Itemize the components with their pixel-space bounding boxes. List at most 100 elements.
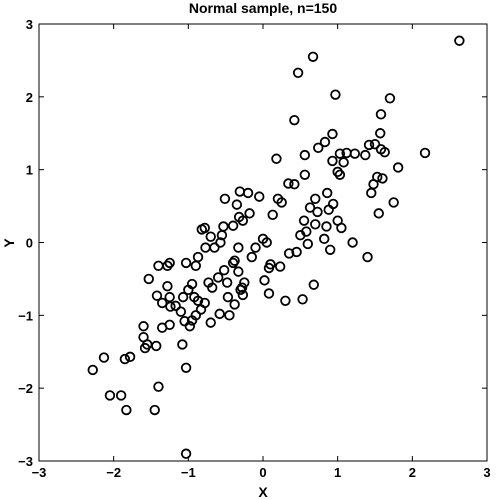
data-point xyxy=(327,155,338,167)
y-tick-label: 1 xyxy=(26,163,33,178)
data-point xyxy=(297,294,308,305)
data-point xyxy=(302,238,314,250)
data-point xyxy=(180,257,192,269)
data-point xyxy=(250,242,261,253)
data-point xyxy=(259,275,270,286)
x-tick-label: −2 xyxy=(106,465,121,480)
data-point xyxy=(212,272,224,283)
data-point xyxy=(392,162,404,173)
data-point xyxy=(227,257,239,269)
data-point xyxy=(179,315,190,327)
data-point xyxy=(139,342,151,354)
data-point xyxy=(280,295,291,306)
data-point xyxy=(237,215,249,226)
data-point xyxy=(292,67,304,78)
data-point xyxy=(231,199,243,210)
data-point xyxy=(151,340,162,352)
data-point xyxy=(205,317,216,328)
data-point xyxy=(149,404,160,416)
data-point xyxy=(308,279,319,290)
axis-ticks xyxy=(38,23,488,462)
data-point xyxy=(121,404,132,416)
data-point xyxy=(304,202,316,213)
data-point xyxy=(332,166,343,178)
data-point xyxy=(375,128,386,139)
data-point xyxy=(186,315,198,326)
x-tick-label: −1 xyxy=(181,465,196,480)
chart-title: Normal sample, n=150 xyxy=(189,0,337,16)
data-point xyxy=(192,295,204,306)
data-point xyxy=(234,186,246,197)
data-point xyxy=(336,222,347,234)
data-point xyxy=(313,142,324,154)
data-point xyxy=(244,208,255,219)
data-point xyxy=(239,277,250,288)
data-point xyxy=(283,248,295,259)
y-tick-label: −3 xyxy=(18,454,33,469)
y-tick-label: 2 xyxy=(26,90,33,105)
data-point xyxy=(373,208,384,219)
data-point xyxy=(349,148,361,159)
data-point xyxy=(327,198,339,210)
data-point xyxy=(190,260,202,272)
data-point xyxy=(165,301,176,312)
data-point xyxy=(271,153,282,164)
data-point xyxy=(322,187,333,199)
data-point xyxy=(143,273,154,285)
data-point xyxy=(289,114,300,126)
data-point xyxy=(312,206,323,218)
y-axis-label: Y xyxy=(1,238,17,248)
y-tick-label: −2 xyxy=(18,381,33,396)
data-point xyxy=(205,231,216,242)
data-point xyxy=(222,291,234,303)
data-point xyxy=(261,237,272,248)
y-tick-labels: −3 −2 −1 0 1 2 3 xyxy=(18,17,33,469)
data-point xyxy=(298,215,310,226)
data-point xyxy=(87,364,98,376)
data-point xyxy=(151,290,163,301)
data-point xyxy=(233,266,244,277)
data-point xyxy=(347,237,358,248)
data-point xyxy=(164,257,175,269)
data-point xyxy=(323,204,334,215)
data-point xyxy=(263,288,275,299)
data-point xyxy=(98,352,110,363)
data-point xyxy=(229,299,240,310)
data-point xyxy=(341,147,352,159)
data-point xyxy=(104,390,116,401)
data-point xyxy=(334,169,346,180)
data-point xyxy=(299,149,311,161)
data-point xyxy=(237,289,249,301)
data-point xyxy=(291,246,302,258)
x-tick-label: 0 xyxy=(259,465,266,480)
data-point xyxy=(214,308,225,320)
data-point xyxy=(177,339,188,350)
data-point xyxy=(375,109,387,120)
data-point xyxy=(219,193,231,205)
data-point xyxy=(283,178,294,189)
data-point xyxy=(368,179,379,190)
data-point xyxy=(362,251,373,263)
data-point xyxy=(224,310,235,321)
data-point xyxy=(254,191,265,202)
x-axis-label: X xyxy=(258,484,268,500)
data-point xyxy=(199,297,210,309)
data-point xyxy=(363,139,375,151)
data-point xyxy=(236,282,248,293)
data-point xyxy=(153,381,164,392)
data-point xyxy=(162,281,173,292)
data-point xyxy=(156,322,168,333)
data-point xyxy=(229,255,240,266)
data-point xyxy=(242,187,254,199)
data-point xyxy=(177,291,189,303)
data-point xyxy=(366,187,377,199)
data-point xyxy=(295,230,306,241)
data-point xyxy=(207,282,218,293)
data-point xyxy=(310,193,321,205)
data-point xyxy=(272,193,284,205)
data-point xyxy=(360,149,371,161)
data-point xyxy=(338,157,349,168)
data-point xyxy=(218,264,230,276)
data-point xyxy=(138,321,149,332)
